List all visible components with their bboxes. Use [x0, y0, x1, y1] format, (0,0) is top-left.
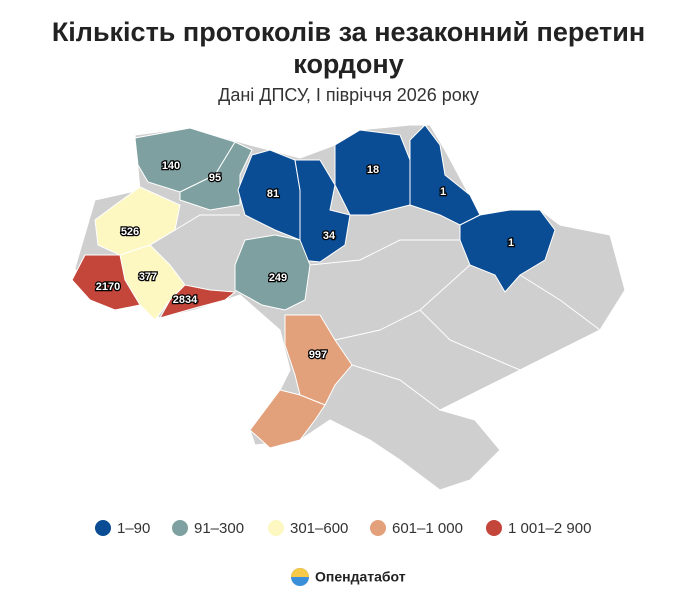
region-label: 18	[367, 164, 379, 176]
legend-swatch	[370, 520, 386, 536]
region	[158, 284, 237, 319]
region-label: 2170	[96, 281, 120, 293]
region	[234, 234, 311, 311]
region-label: 95	[209, 172, 221, 184]
region-label: 526	[121, 226, 139, 238]
region-label: 249	[269, 272, 287, 284]
legend-label: 1–90	[117, 520, 150, 537]
region-label: 34	[323, 230, 336, 242]
legend-label: 91–300	[194, 520, 244, 537]
region-borders	[174, 214, 601, 411]
region	[294, 159, 351, 263]
legend-swatch	[268, 520, 284, 536]
brand-logo	[291, 568, 309, 586]
legend-swatch	[172, 520, 188, 536]
legend-swatch	[95, 520, 111, 536]
region	[459, 209, 556, 293]
region-label: 81	[267, 188, 279, 200]
region	[179, 141, 253, 211]
region-label: 2834	[173, 294, 198, 306]
legend-label: 1 001–2 900	[508, 520, 591, 537]
title: Кількість протоколів за незаконний перет…	[51, 17, 646, 79]
legend-label: 301–600	[290, 520, 348, 537]
region-label: 1	[508, 237, 514, 249]
region-label: 997	[309, 349, 327, 361]
region	[249, 389, 326, 449]
region	[71, 254, 141, 311]
region	[284, 314, 353, 406]
legend-label: 601–1 000	[392, 520, 463, 537]
region-label: 377	[139, 271, 157, 283]
region-label: 1	[440, 186, 446, 198]
legend-swatch	[486, 520, 502, 536]
region	[334, 129, 411, 216]
brand: Опендатабот	[315, 569, 406, 585]
region-label: 140	[162, 160, 180, 172]
subtitle: Дані ДПСУ, І півріччя 2026 року	[218, 85, 479, 105]
